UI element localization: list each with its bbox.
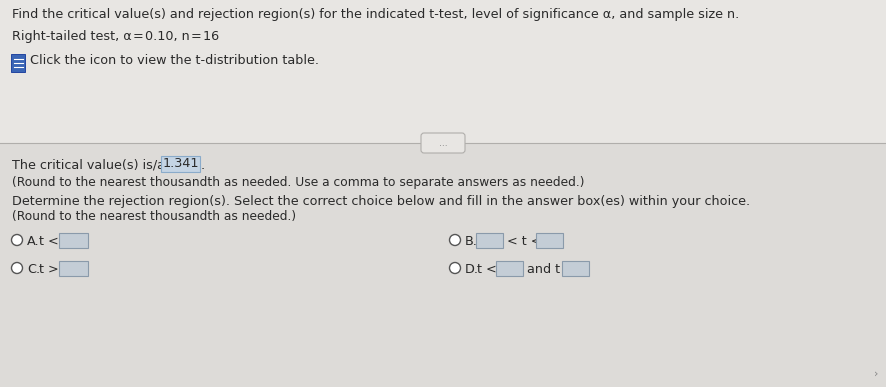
FancyBboxPatch shape <box>59 233 89 248</box>
Text: t <: t < <box>39 235 58 248</box>
Text: A.: A. <box>27 235 40 248</box>
FancyBboxPatch shape <box>563 260 589 276</box>
FancyBboxPatch shape <box>477 233 503 248</box>
Bar <box>0 143 886 387</box>
Text: t >: t > <box>39 263 58 276</box>
Circle shape <box>12 235 22 245</box>
Bar <box>0 0 886 143</box>
FancyBboxPatch shape <box>12 53 26 72</box>
FancyBboxPatch shape <box>496 260 524 276</box>
Text: Click the icon to view the t-distribution table.: Click the icon to view the t-distributio… <box>30 54 319 67</box>
Text: Right-tailed test, α = 0.10, n = 16: Right-tailed test, α = 0.10, n = 16 <box>12 30 219 43</box>
FancyBboxPatch shape <box>161 156 200 171</box>
Circle shape <box>449 235 461 245</box>
Text: Determine the rejection region(s). Select the correct choice below and fill in t: Determine the rejection region(s). Selec… <box>12 195 750 208</box>
Text: t <: t < <box>477 263 497 276</box>
Text: 1.341: 1.341 <box>162 157 198 170</box>
Text: C.: C. <box>27 263 40 276</box>
Text: B.: B. <box>465 235 478 248</box>
Circle shape <box>449 262 461 274</box>
Text: and t >: and t > <box>527 263 575 276</box>
Text: The critical value(s) is/are: The critical value(s) is/are <box>12 159 182 172</box>
Text: ›: › <box>874 369 878 379</box>
Text: D.: D. <box>465 263 479 276</box>
FancyBboxPatch shape <box>421 133 465 153</box>
Text: < t <: < t < <box>507 235 541 248</box>
Circle shape <box>12 262 22 274</box>
Text: .: . <box>200 159 205 172</box>
Text: Find the critical value(s) and rejection region(s) for the indicated t-test, lev: Find the critical value(s) and rejection… <box>12 8 739 21</box>
FancyBboxPatch shape <box>537 233 563 248</box>
Text: (Round to the nearest thousandth as needed. Use a comma to separate answers as n: (Round to the nearest thousandth as need… <box>12 176 585 189</box>
Text: (Round to the nearest thousandth as needed.): (Round to the nearest thousandth as need… <box>12 210 296 223</box>
Text: ...: ... <box>439 139 447 147</box>
FancyBboxPatch shape <box>59 260 89 276</box>
